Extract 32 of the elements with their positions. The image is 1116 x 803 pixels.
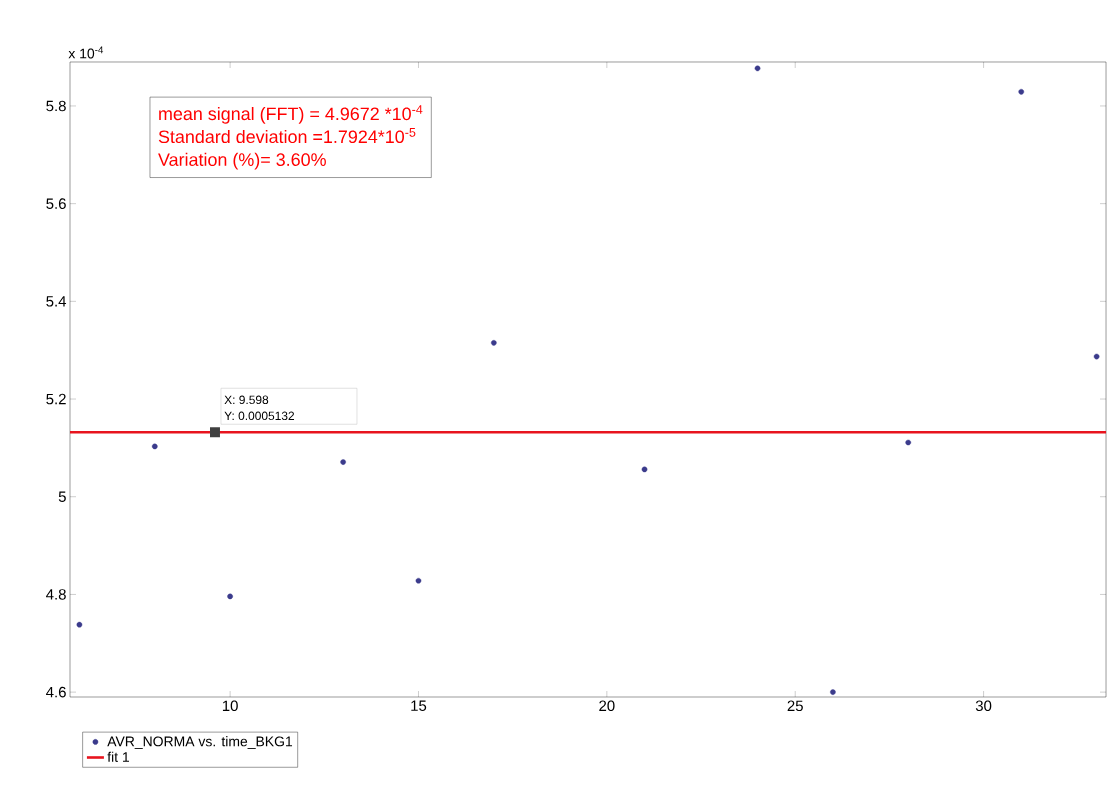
point (491, 340, 497, 346)
point (151, 443, 158, 450)
y-tick-label: 4.6 (46, 686, 66, 698)
point (830, 689, 836, 695)
x-tick-label: 25 (787, 700, 803, 712)
annotation: Standard deviation =1.7924*10$^{-5}$ (158, 128, 416, 144)
y-tick-label: 5.6 (46, 198, 66, 209)
y-tick-label: 5.4 (46, 296, 67, 307)
point (415, 577, 422, 584)
y-tick-label: 4.8 (46, 589, 66, 600)
point (227, 593, 233, 600)
x-tick-label: 10 (222, 700, 238, 712)
x-tick-label: 20 (599, 700, 615, 712)
annotation: X: 9.598 (224, 395, 269, 405)
point (76, 621, 83, 628)
point (1093, 353, 1100, 360)
text: x 10$^{-4}$ (68, 46, 104, 59)
y-tick-label: 5.8 (46, 100, 66, 112)
point (340, 459, 346, 465)
x-tick-label: 15 (411, 700, 427, 711)
legend-label: fit 1 (107, 751, 130, 762)
legend-label: AVR_NORMA vs. time_BKG1 (107, 736, 293, 749)
point (641, 466, 648, 473)
annotation: mean signal (FFT) = 4.9672 *10$^{-4}$ (159, 105, 423, 124)
x-tick-label: 30 (975, 700, 992, 712)
point (905, 439, 912, 446)
y-tick-label: 5 (58, 491, 66, 502)
point (1018, 88, 1025, 95)
y-tick-label: 5.2 (46, 393, 66, 405)
point (754, 65, 761, 72)
annotation: Variation (%)= 3.60% (158, 152, 326, 170)
annotation: Y: 0.0005132 (224, 411, 295, 421)
